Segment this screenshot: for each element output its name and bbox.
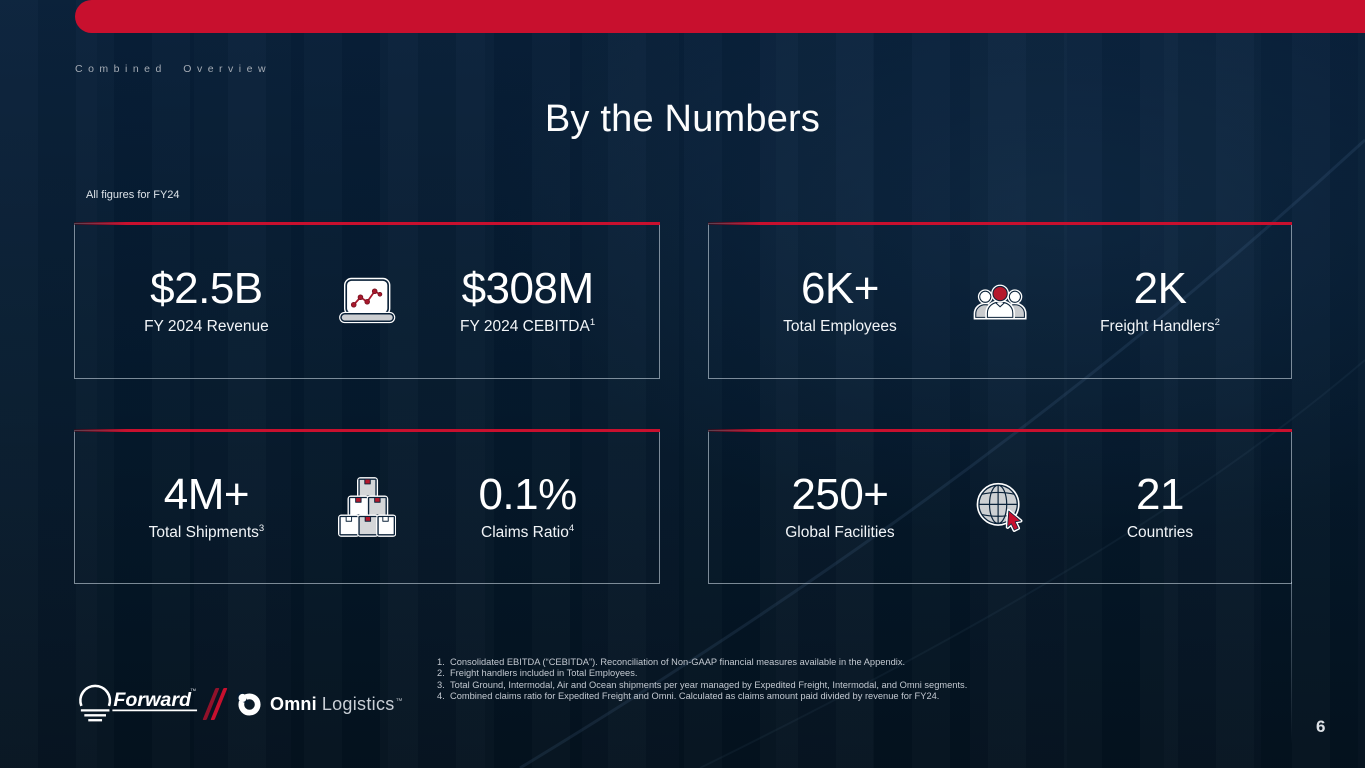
forward-logo-text: Forward <box>113 688 192 710</box>
footnote-ref: 3 <box>258 522 265 534</box>
background-vertical-line <box>1291 582 1292 744</box>
employees-icon <box>971 224 1029 378</box>
shipment-boxes-icon <box>337 431 397 583</box>
footnote-text: Combined claims ratio for Expedited Frei… <box>450 691 940 702</box>
stat-label: Freight Handlers2 <box>1100 317 1220 336</box>
stat-total-shipments: 4M+ Total Shipments3 <box>75 431 338 583</box>
stat-label-text: Total Shipments <box>148 523 259 541</box>
omni-logo-light: Logistics <box>321 693 395 714</box>
stat-box-global: 250+ Global Facilities <box>708 429 1292 584</box>
stat-employees: 6K+ Total Employees <box>709 224 971 378</box>
page-number: 6 <box>1316 717 1326 736</box>
footnote-ref: 1 <box>589 316 596 328</box>
stat-label: Countries <box>1127 523 1193 542</box>
stat-label-text: FY 2024 CEBITDA <box>460 317 590 335</box>
footnote-line: 1. Consolidated EBITDA (“CEBITDA”). Reco… <box>437 657 1077 668</box>
slide-eyebrow: Combined Overview <box>75 63 272 75</box>
top-accent-bar <box>75 0 1365 33</box>
forward-logo: Forward ™ <box>73 679 201 730</box>
stat-label-text: Countries <box>1126 523 1194 541</box>
box-red-accent <box>74 429 660 432</box>
stat-global-facilities: 250+ Global Facilities <box>709 431 971 583</box>
footnote-number: 2. <box>437 668 445 679</box>
omni-logistics-logo: Omni Logistics ™ <box>237 691 403 717</box>
globe-cursor-icon <box>971 431 1029 583</box>
box-red-accent <box>708 222 1292 225</box>
omni-logo-text: Omni Logistics ™ <box>270 694 403 715</box>
stat-freight-handlers: 2K Freight Handlers2 <box>1029 224 1291 378</box>
stat-label: FY 2024 CEBITDA1 <box>460 317 595 336</box>
footer-logos: Forward ™ Omni Logistics ™ <box>73 681 403 727</box>
footnote-line: 3. Total Ground, Intermodal, Air and Oce… <box>437 680 1077 691</box>
omni-logo-bold: Omni <box>270 693 317 714</box>
box-red-accent <box>708 429 1292 432</box>
box-red-accent <box>74 222 660 225</box>
stat-value: 0.1% <box>478 470 577 520</box>
stat-value: $2.5B <box>150 264 263 314</box>
stat-value: 6K+ <box>800 264 880 314</box>
footnote-text: Consolidated EBITDA (“CEBITDA”). Reconci… <box>450 657 906 667</box>
stat-label: Claims Ratio4 <box>481 523 574 542</box>
stat-label: Total Shipments3 <box>149 523 265 542</box>
stat-label: Global Facilities <box>785 523 894 542</box>
stat-label: Total Employees <box>783 317 897 336</box>
stat-label: FY 2024 Revenue <box>144 317 269 336</box>
figures-note: All figures for FY24 <box>86 189 180 201</box>
stat-value: 21 <box>1136 470 1184 520</box>
forward-trademark: ™ <box>190 688 196 695</box>
stat-label-text: Total Employees <box>783 317 897 335</box>
footnote-ref: 4 <box>568 522 575 534</box>
stat-value: $308M <box>461 264 595 314</box>
stat-box-shipments: 4M+ Total Shipments3 <box>74 429 660 584</box>
footnote-ref: 2 <box>1214 316 1220 328</box>
stat-box-people: 6K+ Total Employees 2K Freight <box>708 222 1292 379</box>
stat-claims-ratio: 0.1% Claims Ratio4 <box>396 431 659 583</box>
stat-value: 4M+ <box>163 470 250 520</box>
stat-value: 250+ <box>791 470 889 520</box>
stat-value: 2K <box>1133 264 1187 314</box>
footnote-number: 3. <box>437 679 445 690</box>
logo-separator-slashes <box>202 687 227 721</box>
footnote-text: Freight handlers included in Total Emplo… <box>450 668 638 679</box>
stat-box-financials: $2.5B FY 2024 Revenue $308M FY 2024 CEBI… <box>74 222 660 379</box>
footnote-line: 4. Combined claims ratio for Expedited F… <box>437 691 1077 702</box>
omni-trademark: ™ <box>395 697 403 705</box>
stat-label-text: Freight Handlers <box>1100 317 1215 335</box>
footnotes: 1. Consolidated EBITDA (“CEBITDA”). Reco… <box>437 657 1077 703</box>
stat-revenue: $2.5B FY 2024 Revenue <box>75 224 338 378</box>
page-title: By the Numbers <box>544 98 821 140</box>
stat-countries: 21 Countries <box>1029 431 1291 583</box>
stat-cebitda: $308M FY 2024 CEBITDA1 <box>396 224 659 378</box>
laptop-chart-icon <box>338 224 396 378</box>
stat-label-text: Global Facilities <box>785 523 895 541</box>
footnote-text: Total Ground, Intermodal, Air and Ocean … <box>450 679 968 690</box>
omni-logo-icon <box>237 691 261 716</box>
footnote-number: 4. <box>437 691 445 702</box>
footnote-line: 2. Freight handlers included in Total Em… <box>437 668 1077 679</box>
footnote-number: 1. <box>437 657 445 667</box>
stat-label-text: FY 2024 Revenue <box>144 317 269 335</box>
stat-label-text: Claims Ratio <box>481 523 569 541</box>
